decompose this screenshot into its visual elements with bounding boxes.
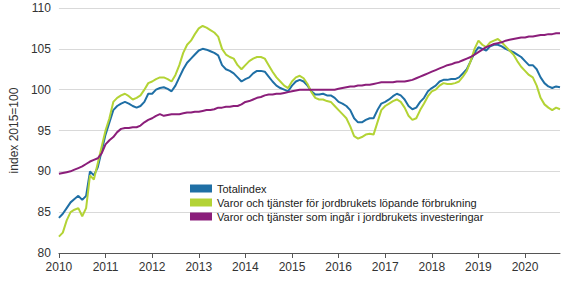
svg-text:110: 110 — [32, 1, 51, 15]
svg-text:2014: 2014 — [232, 260, 259, 274]
svg-text:Totalindex: Totalindex — [217, 183, 267, 195]
svg-text:105: 105 — [31, 42, 51, 56]
svg-text:85: 85 — [38, 205, 52, 219]
svg-text:index 2015=100: index 2015=100 — [7, 87, 21, 173]
svg-text:2011: 2011 — [93, 260, 119, 274]
svg-text:Varor och tjänster för jordbru: Varor och tjänster för jordbrukets löpan… — [217, 197, 477, 209]
svg-text:2015: 2015 — [279, 260, 306, 274]
svg-text:100: 100 — [31, 83, 51, 97]
svg-text:80: 80 — [38, 246, 52, 260]
svg-text:2012: 2012 — [139, 260, 166, 274]
svg-text:2020: 2020 — [512, 260, 539, 274]
svg-text:90: 90 — [38, 164, 52, 178]
svg-text:Varor och tjänster som ingår i: Varor och tjänster som ingår i jordbruke… — [217, 211, 484, 223]
svg-text:95: 95 — [38, 124, 52, 138]
svg-text:2017: 2017 — [372, 260, 399, 274]
svg-text:2019: 2019 — [465, 260, 492, 274]
svg-text:2016: 2016 — [325, 260, 352, 274]
svg-text:2010: 2010 — [46, 260, 73, 274]
svg-text:2013: 2013 — [185, 260, 212, 274]
svg-text:2018: 2018 — [418, 260, 445, 274]
